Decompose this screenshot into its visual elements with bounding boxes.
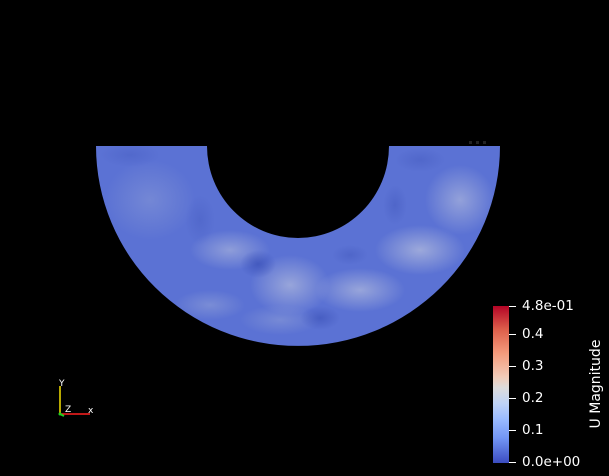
flow-domain bbox=[96, 146, 500, 346]
legend-tick-label: 0.2 bbox=[522, 390, 544, 406]
x-axis-label: x bbox=[88, 406, 94, 416]
legend-tick bbox=[509, 306, 516, 307]
colormap-bar bbox=[493, 306, 509, 463]
z-axis-label: Z bbox=[65, 405, 72, 415]
orientation-axes[interactable]: Y Z x bbox=[50, 380, 100, 420]
edge-marks bbox=[469, 141, 486, 144]
legend-tick-label-max: 4.8e-01 bbox=[522, 298, 574, 314]
legend-tick bbox=[509, 366, 516, 367]
axes-triad-icon bbox=[58, 386, 90, 417]
legend-tick-label: 0.1 bbox=[522, 422, 544, 438]
legend-tick-label: 0.4 bbox=[522, 326, 544, 342]
legend-tick bbox=[509, 462, 516, 463]
legend-title: U Magnitude bbox=[588, 339, 604, 429]
legend-tick bbox=[509, 430, 516, 431]
legend-tick-label: 0.3 bbox=[522, 358, 544, 374]
legend-tick bbox=[509, 334, 516, 335]
legend-tick-label-min: 0.0e+00 bbox=[522, 454, 581, 470]
legend-tick bbox=[509, 398, 516, 399]
y-axis-label: Y bbox=[59, 379, 65, 389]
